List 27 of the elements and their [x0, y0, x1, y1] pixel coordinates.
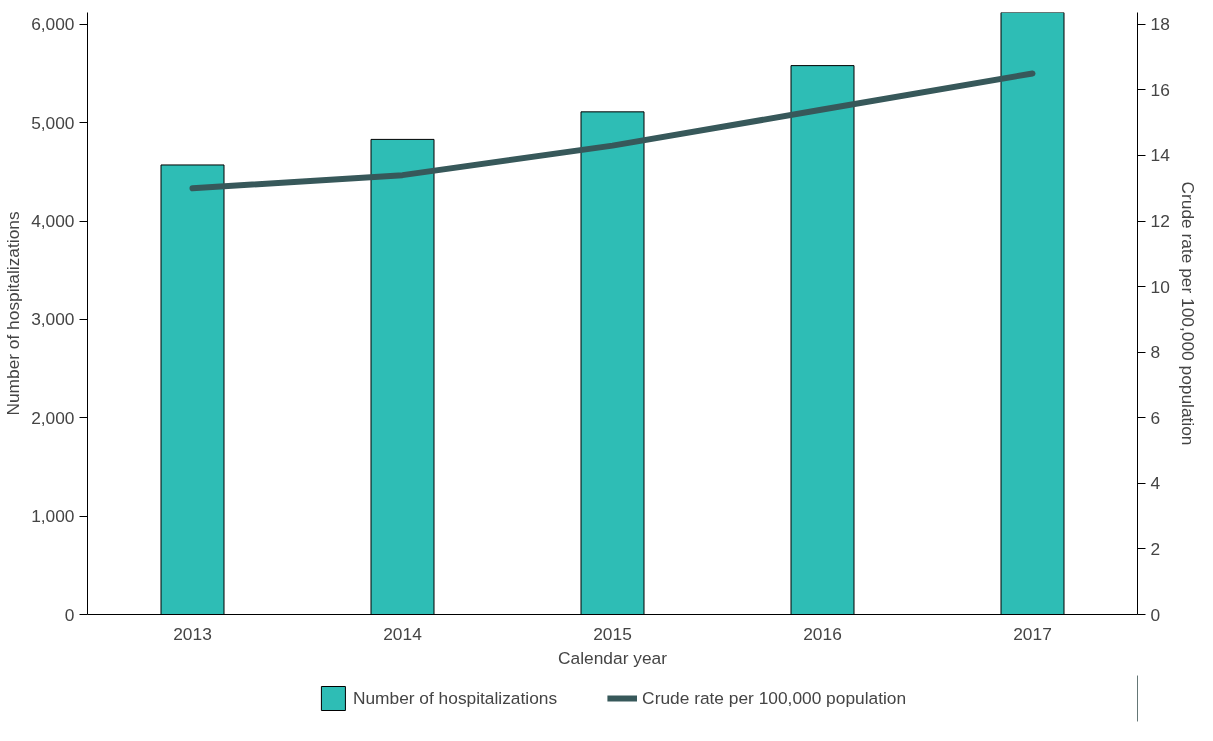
y2-tick-label: 10 [1150, 276, 1170, 297]
y-tick-label: 3,000 [31, 309, 75, 330]
x-tick-label: 2017 [1013, 623, 1052, 644]
y2-tick-label: 2 [1150, 538, 1161, 559]
y2-tick-label: 12 [1150, 211, 1170, 232]
y2-tick-label: 8 [1150, 342, 1161, 363]
legend-label: Crude rate per 100,000 population [642, 687, 907, 709]
x-tick-label: 2015 [593, 623, 632, 644]
y-tick-label: 2,000 [31, 407, 75, 428]
y2-tick-label: 14 [1150, 145, 1171, 166]
y2-tick-label: 6 [1150, 407, 1161, 428]
y2-tick-label: 4 [1150, 473, 1161, 494]
y2-tick-label: 0 [1150, 604, 1161, 625]
y-axis-title: Number of hospitalizations [3, 211, 24, 416]
x-tick-label: 2016 [803, 623, 842, 644]
x-tick-label: 2013 [173, 623, 212, 644]
legend-label: Number of hospitalizations [352, 687, 558, 709]
y-tick-label: 0 [64, 604, 75, 625]
y-tick-label: 5,000 [31, 112, 75, 133]
y-tick-label: 1,000 [31, 506, 75, 527]
y-tick-label: 4,000 [31, 211, 75, 232]
y2-axis-title: Crude rate per 100,000 population [1177, 181, 1198, 446]
x-axis-title: Calendar year [558, 647, 668, 668]
y2-tick-label: 16 [1150, 79, 1170, 100]
y-tick-label: 6,000 [31, 14, 75, 35]
x-tick-label: 2014 [383, 623, 423, 644]
y2-tick-label: 18 [1150, 14, 1170, 35]
